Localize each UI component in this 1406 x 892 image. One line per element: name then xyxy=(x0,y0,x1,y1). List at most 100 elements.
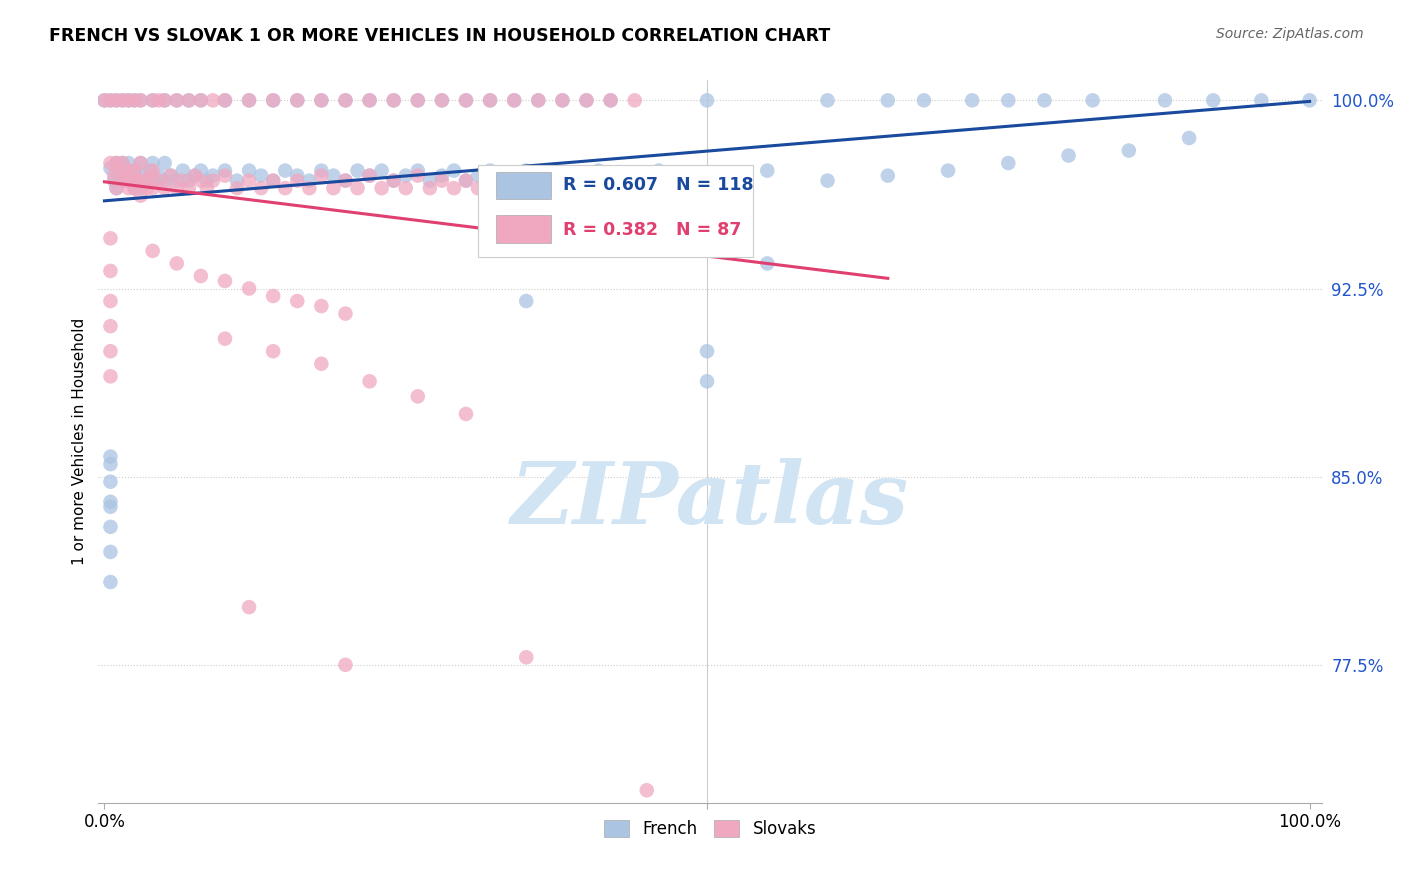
Point xyxy=(148,174,170,188)
Point xyxy=(127,174,149,188)
Point xyxy=(335,657,357,672)
Point xyxy=(190,174,212,188)
Point xyxy=(382,174,405,188)
Point xyxy=(238,281,260,295)
Point xyxy=(238,93,260,107)
Text: R = 0.382   N = 87: R = 0.382 N = 87 xyxy=(564,221,741,239)
Point xyxy=(100,156,122,170)
Point xyxy=(311,93,333,107)
Point xyxy=(430,93,453,107)
Point xyxy=(406,169,429,183)
Point xyxy=(817,174,839,188)
FancyBboxPatch shape xyxy=(496,215,551,243)
Point xyxy=(105,181,128,195)
Point xyxy=(214,332,236,346)
Point xyxy=(311,169,333,183)
Point xyxy=(115,163,138,178)
Point xyxy=(479,174,502,188)
Point xyxy=(335,174,357,188)
Point xyxy=(201,169,224,183)
Point xyxy=(172,163,194,178)
Point xyxy=(564,169,586,183)
Point xyxy=(190,93,212,107)
Point xyxy=(195,174,218,188)
Point xyxy=(588,163,610,178)
Point xyxy=(142,181,165,195)
Point xyxy=(419,174,441,188)
Point xyxy=(153,156,176,170)
Point xyxy=(250,181,273,195)
Point xyxy=(311,93,333,107)
Point xyxy=(454,174,477,188)
Point xyxy=(100,574,122,589)
Point xyxy=(322,181,344,195)
Point xyxy=(105,156,128,170)
Point xyxy=(382,93,405,107)
Point xyxy=(359,169,381,183)
Point xyxy=(696,169,718,183)
Point xyxy=(120,169,142,183)
Point xyxy=(298,181,321,195)
Point xyxy=(129,181,152,195)
Point xyxy=(335,307,357,321)
Point xyxy=(159,169,181,183)
Point xyxy=(117,156,139,170)
Point xyxy=(430,93,453,107)
Point xyxy=(443,163,465,178)
Point xyxy=(124,93,146,107)
Point xyxy=(166,181,188,195)
Point xyxy=(1033,93,1056,107)
Point xyxy=(127,174,149,188)
Point xyxy=(262,174,284,188)
Point xyxy=(117,93,139,107)
Point xyxy=(132,174,155,188)
Point xyxy=(575,93,598,107)
Point xyxy=(335,174,357,188)
Point xyxy=(100,293,122,308)
Point xyxy=(201,174,224,188)
Point xyxy=(262,93,284,107)
Point xyxy=(599,93,621,107)
Point xyxy=(696,93,718,107)
Point xyxy=(108,169,131,183)
Point xyxy=(406,389,429,403)
Y-axis label: 1 or more Vehicles in Household: 1 or more Vehicles in Household xyxy=(72,318,87,566)
Point xyxy=(148,93,170,107)
Point xyxy=(129,188,152,202)
Point xyxy=(1118,144,1140,158)
Point xyxy=(346,163,368,178)
Point xyxy=(454,174,477,188)
Point xyxy=(214,169,236,183)
Point xyxy=(406,163,429,178)
Point xyxy=(503,93,526,107)
Point xyxy=(100,93,122,107)
Point xyxy=(142,163,165,178)
Point xyxy=(430,174,453,188)
Point xyxy=(298,174,321,188)
Point xyxy=(148,169,170,183)
Point xyxy=(166,93,188,107)
Point xyxy=(238,600,260,615)
Point xyxy=(124,93,146,107)
Point xyxy=(575,93,598,107)
Point xyxy=(124,181,146,195)
Point xyxy=(454,407,477,421)
Point xyxy=(132,169,155,183)
Point xyxy=(551,93,574,107)
Point xyxy=(1057,148,1080,162)
Point xyxy=(430,169,453,183)
Point xyxy=(120,174,142,188)
Point xyxy=(1202,93,1225,107)
Point xyxy=(538,174,561,188)
Point xyxy=(100,457,122,471)
Point xyxy=(100,231,122,245)
Point xyxy=(142,93,165,107)
Point xyxy=(285,93,308,107)
Point xyxy=(159,169,181,183)
Point xyxy=(406,93,429,107)
Point xyxy=(166,93,188,107)
Point xyxy=(876,169,898,183)
Point xyxy=(551,93,574,107)
Point xyxy=(454,93,477,107)
Point xyxy=(311,357,333,371)
